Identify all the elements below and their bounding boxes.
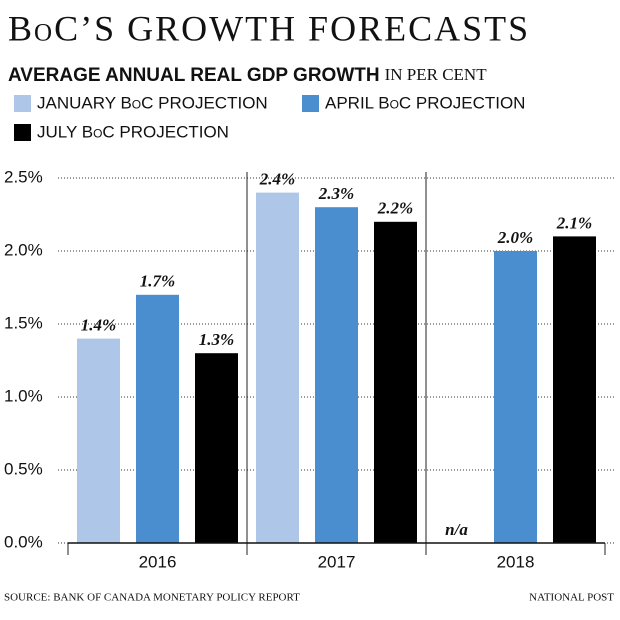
- legend-swatch: [14, 124, 31, 141]
- x-tick-label: 2017: [318, 552, 356, 571]
- bar: [136, 294, 179, 543]
- subtitle-unit: IN PER CENT: [385, 65, 488, 84]
- value-label: 2.0%: [497, 228, 533, 247]
- credit: NATIONAL POST: [529, 592, 614, 604]
- legend-label: JANUARY BoC PROJECTION: [37, 93, 268, 112]
- bar: [195, 353, 238, 543]
- x-tick-label: 2018: [497, 552, 535, 571]
- value-label: 1.3%: [199, 330, 234, 349]
- chart-title: BoC’S GROWTH FORECASTS: [8, 8, 530, 48]
- bar: [494, 251, 537, 543]
- subtitle: AVERAGE ANNUAL REAL GDP GROWTH: [8, 65, 380, 86]
- bar: [77, 338, 120, 543]
- value-label: 2.3%: [318, 184, 354, 203]
- legend-label: JULY BoC PROJECTION: [37, 122, 229, 141]
- y-tick-label: 1.5%: [4, 313, 43, 332]
- legend-label: APRIL BoC PROJECTION: [325, 93, 525, 112]
- chart-subtitle: AVERAGE ANNUAL REAL GDP GROWTH IN PER CEN…: [8, 65, 487, 86]
- value-label: 1.4%: [81, 316, 116, 335]
- bar: [256, 192, 299, 543]
- source: SOURCE: BANK OF CANADA MONETARY POLICY R…: [4, 592, 300, 604]
- y-tick-label: 2.5%: [4, 167, 43, 186]
- value-label: n/a: [445, 520, 468, 539]
- y-tick-label: 1.0%: [4, 386, 43, 405]
- bar: [553, 236, 596, 543]
- value-label: 1.7%: [140, 272, 175, 291]
- legend-swatch: [14, 95, 31, 112]
- value-label: 2.4%: [259, 170, 295, 189]
- x-tick-label: 2016: [139, 552, 177, 571]
- value-label: 2.2%: [377, 199, 413, 218]
- y-tick-label: 0.0%: [4, 532, 43, 551]
- value-label: 2.1%: [556, 213, 592, 232]
- y-tick-label: 0.5%: [4, 459, 43, 478]
- y-tick-label: 2.0%: [4, 240, 43, 259]
- bar: [315, 207, 358, 543]
- legend-swatch: [302, 95, 319, 112]
- bar: [374, 221, 417, 544]
